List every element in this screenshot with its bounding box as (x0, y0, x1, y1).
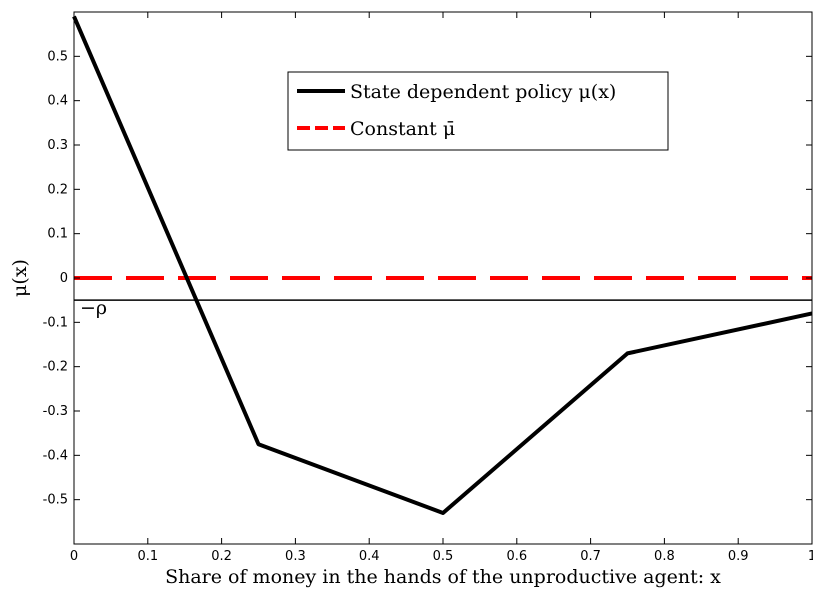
legend-box (287, 71, 669, 151)
x-tick-label: 0.2 (211, 549, 232, 564)
x-tick-label: 0.5 (433, 549, 454, 564)
x-tick-label: 0.9 (728, 549, 749, 564)
y-axis-label: μ(x) (9, 259, 31, 297)
x-tick-label: 0.7 (580, 549, 601, 564)
x-tick-label: 0 (70, 549, 78, 564)
series-lines (72, 15, 813, 515)
y-tick-label: -0.2 (43, 360, 68, 375)
series-line-0 (72, 15, 813, 515)
y-tick-label: 0.3 (47, 138, 68, 153)
y-tick-label: -0.1 (43, 315, 68, 330)
y-tick-label: 0.5 (47, 49, 68, 64)
y-tick-label: 0.1 (47, 227, 68, 242)
y-tick-label: 0.2 (47, 182, 68, 197)
axis-ticks: 0 0.1 0.2 0.3 0.4 0.5 0.6 0.7 0.8 0.9 1 -0.5 -0.4 -0.… (43, 12, 813, 564)
y-tick-label: -0.3 (43, 404, 68, 419)
legend-label-state-policy: State dependent policy μ(x) (350, 81, 616, 103)
legend-label-constant: Constant μ̄ (350, 118, 455, 140)
reference-line-labels: −ρ (80, 297, 107, 319)
x-tick-label: 0.8 (654, 549, 675, 564)
y-tick-label: 0 (60, 271, 68, 286)
x-axis-label: Share of money in the hands of the unpro… (165, 566, 721, 588)
plot-frame (73, 11, 813, 545)
y-tick-label: 0.4 (47, 94, 68, 109)
x-tick-label: 0.4 (359, 549, 380, 564)
reference-line-label-0: −ρ (80, 297, 107, 319)
x-tick-label: 0.1 (137, 549, 158, 564)
x-tick-label: 0.6 (506, 549, 527, 564)
x-tick-label: 1 (808, 549, 813, 564)
y-tick-label: -0.5 (43, 493, 68, 508)
x-tick-label: 0.3 (285, 549, 306, 564)
legend: State dependent policy μ(x) Constant μ̄ (287, 71, 669, 151)
y-tick-label: -0.4 (43, 448, 68, 463)
